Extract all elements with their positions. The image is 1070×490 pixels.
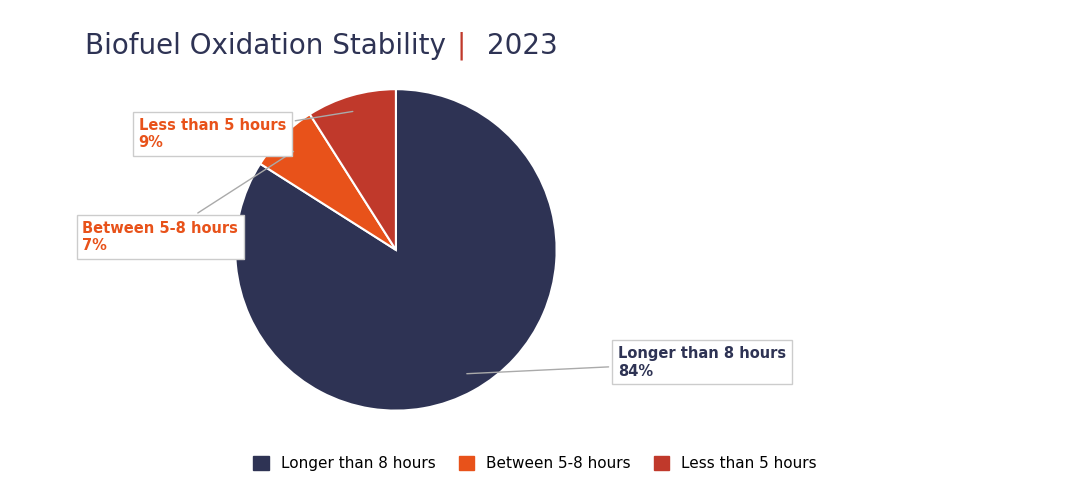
Text: Longer than 8 hours
84%: Longer than 8 hours 84% [467, 346, 785, 379]
Text: Less than 5 hours
9%: Less than 5 hours 9% [139, 111, 353, 150]
Wedge shape [235, 89, 556, 411]
Text: Between 5-8 hours
7%: Between 5-8 hours 7% [82, 151, 293, 253]
Text: |: | [457, 32, 467, 60]
Wedge shape [260, 114, 396, 250]
Text: 2023: 2023 [487, 32, 557, 60]
Text: Biofuel Oxidation Stability: Biofuel Oxidation Stability [85, 32, 455, 60]
Legend: Longer than 8 hours, Between 5-8 hours, Less than 5 hours: Longer than 8 hours, Between 5-8 hours, … [247, 450, 823, 477]
Wedge shape [310, 89, 396, 250]
